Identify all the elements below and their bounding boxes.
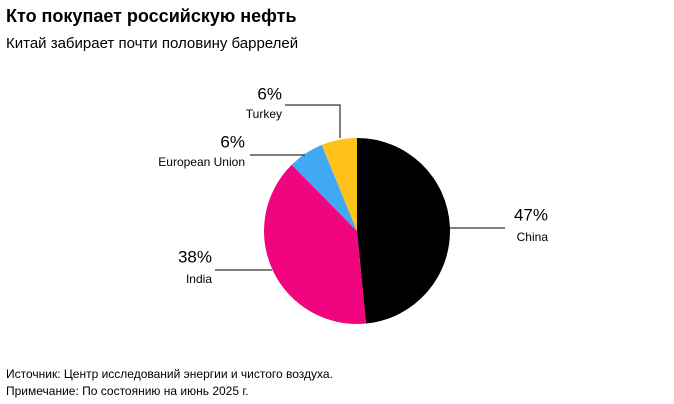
chart-title: Кто покупает российскую нефть: [6, 6, 297, 26]
category-label: China: [517, 230, 549, 244]
value-label: 6%: [257, 84, 282, 103]
value-label: 6%: [220, 132, 245, 151]
pie-slice: [321, 138, 357, 231]
note: Примечание: По состоянию на июнь 2025 г.: [6, 384, 249, 398]
value-label: 38%: [178, 247, 212, 266]
pie-slice: [263, 164, 367, 325]
category-label: Turkey: [246, 107, 282, 121]
leader-line: [285, 104, 341, 138]
value-label: 47%: [514, 205, 548, 224]
category-label: India: [186, 272, 212, 286]
pie-slice: [357, 138, 451, 324]
source-note: Источник: Центр исследований энергии и ч…: [6, 367, 333, 381]
pie-slice: [291, 144, 357, 231]
chart-subtitle: Китай забирает почти половину баррелей: [6, 35, 298, 52]
category-label: European Union: [158, 155, 245, 169]
